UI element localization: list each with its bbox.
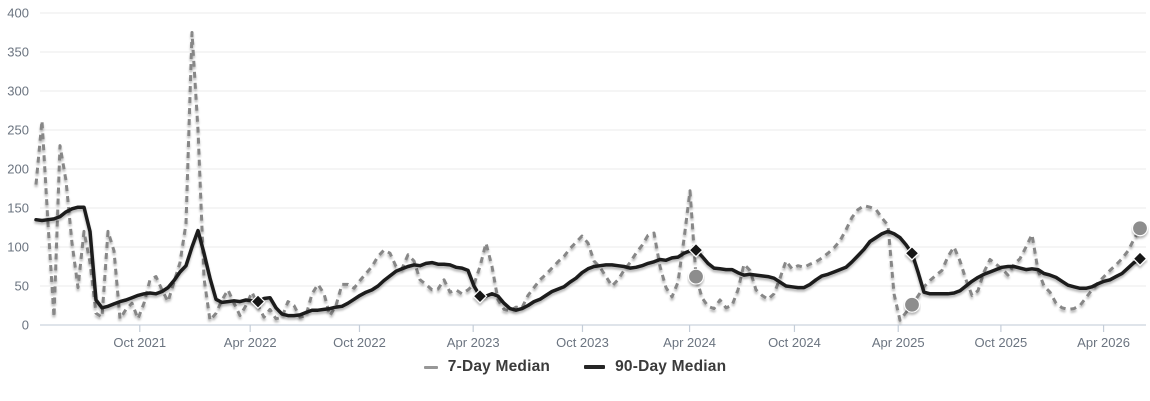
legend-item-7-day-median: 7-Day Median [423, 358, 551, 376]
legend-label-7-day: 7-Day Median [447, 358, 551, 375]
chart-legend: 7-Day Median 90-Day Median [0, 358, 1150, 376]
y-tick-label: 200 [7, 162, 29, 177]
ninety-day-diamond-marker [904, 245, 920, 261]
x-tick-label: Apr 2026 [1077, 335, 1130, 350]
y-tick-label: 0 [22, 318, 29, 333]
seven-day-dash-swatch-icon [423, 365, 438, 369]
ninety-day-diamond-marker [472, 288, 488, 304]
y-tick-label: 350 [7, 45, 29, 60]
y-tick-label: 100 [7, 240, 29, 255]
ninety-day-dash-swatch-icon [584, 365, 606, 369]
x-tick-label: Oct 2025 [975, 335, 1028, 350]
seven-day-circle-marker [688, 268, 704, 285]
x-tick-label: Oct 2024 [768, 335, 821, 350]
x-tick-label: Oct 2021 [113, 335, 166, 350]
y-tick-label: 400 [7, 6, 29, 21]
x-tick-label: Oct 2023 [556, 335, 609, 350]
seven-day-median-line [34, 31, 1142, 322]
seven-day-circle-marker [904, 296, 920, 313]
legend-label-90-day: 90-Day Median [615, 358, 727, 375]
ninety-day-diamond-marker [250, 294, 266, 310]
legend-item-90-day-median: 90-Day Median [584, 358, 726, 376]
x-tick-label: Oct 2022 [333, 335, 386, 350]
median-line-chart: 0 50 100 150 200 250 300 350 400 Oct 2021 Apr 2022… [7, 6, 1148, 350]
ninety-day-diamond-marker [688, 242, 704, 258]
y-tick-label: 50 [15, 279, 29, 294]
ninety-day-diamond-marker [1132, 251, 1148, 267]
y-tick-label: 250 [7, 123, 29, 138]
y-tick-label: 300 [7, 84, 29, 99]
x-tick-label: Apr 2025 [872, 335, 925, 350]
ninety-day-median-line [34, 205, 1142, 318]
x-tick-label: Apr 2022 [224, 335, 277, 350]
x-tick-label: Apr 2023 [447, 335, 500, 350]
y-tick-label: 150 [7, 201, 29, 216]
x-tick-label: Apr 2024 [663, 335, 716, 350]
seven-day-circle-marker [1132, 220, 1148, 237]
